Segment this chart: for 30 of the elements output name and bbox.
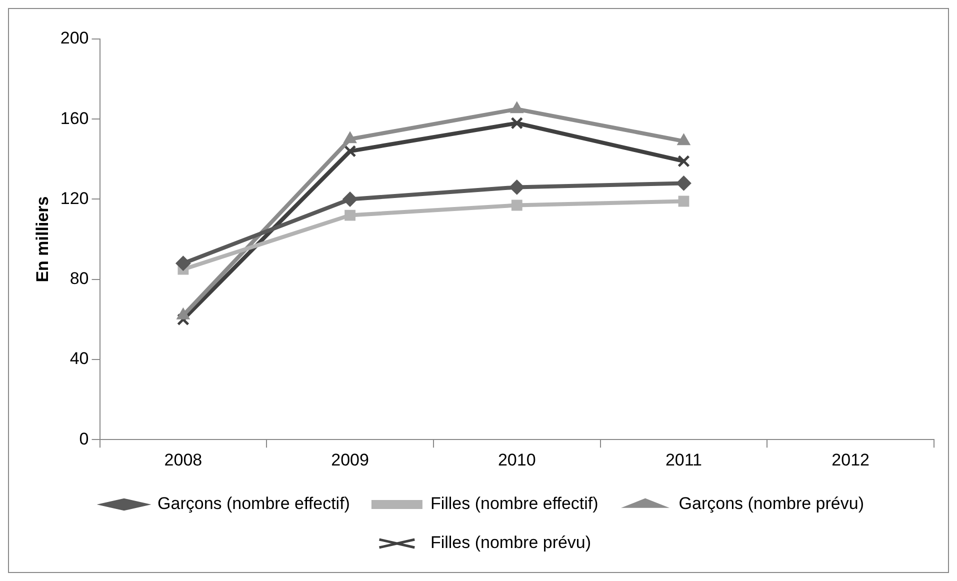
legend-label: Filles (nombre effectif) <box>430 494 598 514</box>
point <box>511 200 522 211</box>
point <box>509 180 524 195</box>
point <box>678 196 690 207</box>
point <box>343 132 357 144</box>
point <box>678 154 690 168</box>
legend-label: Garçons (nombre effectif) <box>158 494 350 514</box>
y-tick-label: 160 <box>60 108 89 128</box>
point <box>510 116 524 130</box>
point <box>344 210 356 221</box>
x-tick-label: 2008 <box>164 450 202 470</box>
y-tick-label: 40 <box>70 349 89 368</box>
point <box>176 313 190 326</box>
point <box>342 192 358 207</box>
legend-label: Garçons (nombre prévu) <box>678 494 864 514</box>
y-tick-label: 200 <box>60 28 89 48</box>
x-tick-label: 2012 <box>832 450 870 470</box>
x-tick-label: 2009 <box>331 450 369 470</box>
x-tick-label: 2010 <box>498 450 536 470</box>
y-axis-title: En milliers <box>32 196 52 282</box>
x-tick-label: 2011 <box>665 450 702 470</box>
legend-label: Filles (nombre prévu) <box>430 533 592 552</box>
point <box>176 256 191 271</box>
point <box>344 144 356 158</box>
y-tick-label: 80 <box>70 269 89 288</box>
point <box>676 176 692 191</box>
point <box>677 134 690 146</box>
y-tick-label: 0 <box>79 429 89 448</box>
y-tick-label: 120 <box>60 188 89 208</box>
point <box>510 102 524 114</box>
